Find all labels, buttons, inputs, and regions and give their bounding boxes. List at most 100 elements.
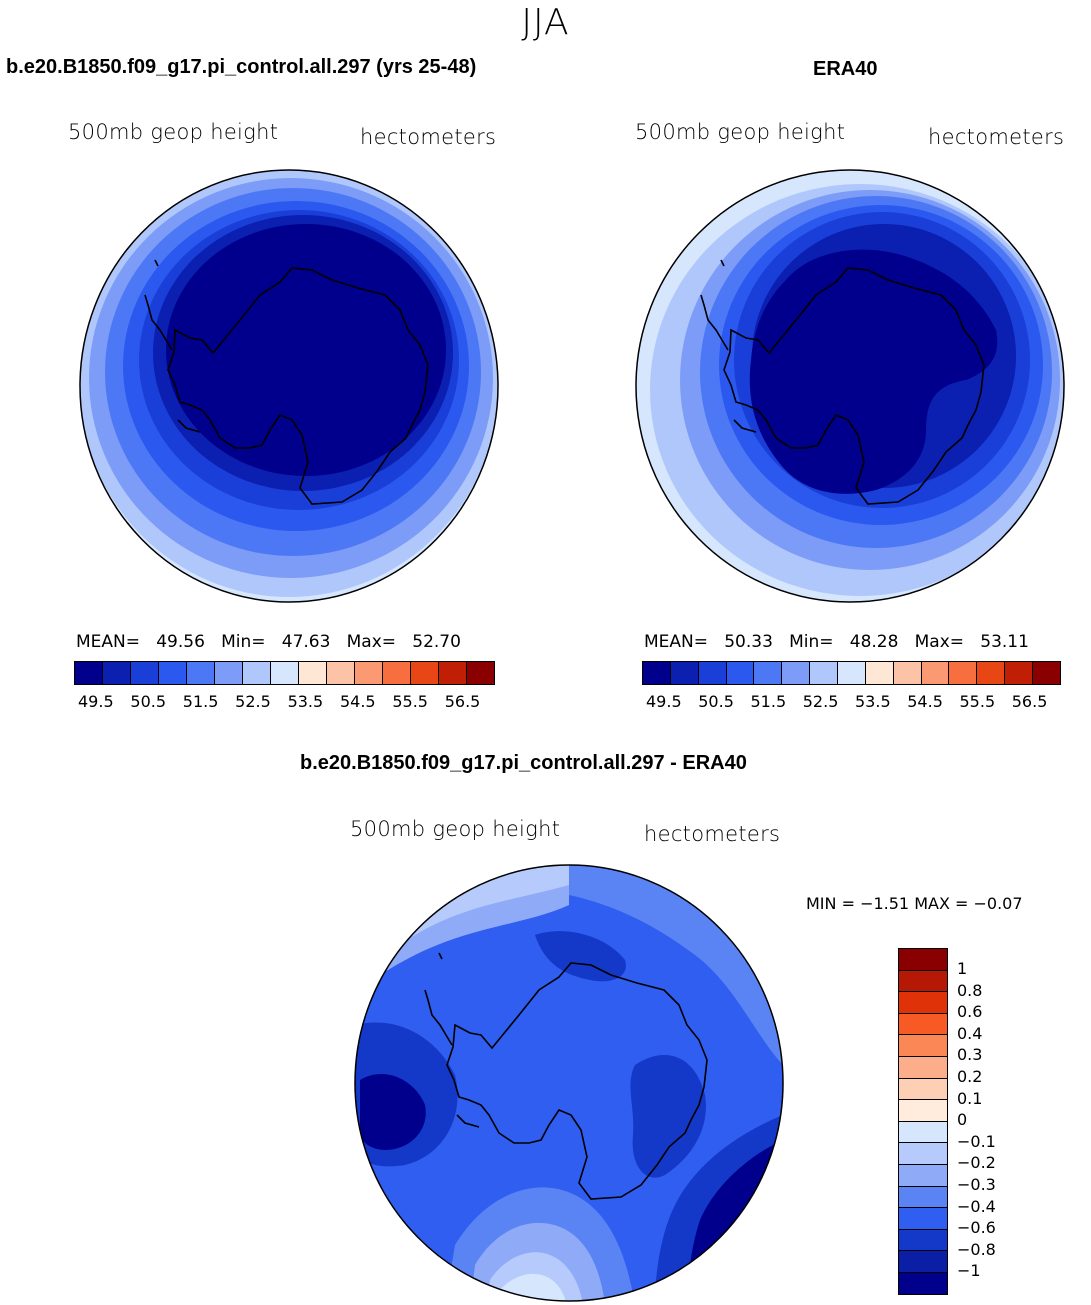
colorbar-swatch — [299, 662, 327, 684]
colorbar-level-label: 0.1 — [957, 1088, 983, 1108]
colorbar-level-label: −0.3 — [957, 1175, 996, 1194]
colorbar-tick-label: 51.5 — [750, 692, 787, 711]
antarctica-coastline — [167, 267, 429, 505]
colorbar-swatch — [899, 1208, 947, 1230]
colorbar-level-label: 0 — [957, 1110, 968, 1130]
colorbar-swatch — [1005, 662, 1034, 684]
panel-2-map — [635, 169, 1065, 603]
colorbar-swatch — [670, 662, 699, 684]
panel-1-map — [79, 169, 499, 603]
colorbar-swatch — [782, 662, 811, 684]
panel-1-stats: MEAN= 49.56 Min= 47.63 Max= 52.70 — [76, 632, 461, 652]
colorbar-swatch — [865, 662, 894, 684]
colorbar-swatch — [698, 662, 727, 684]
colorbar-tick-label: 49.5 — [646, 692, 682, 711]
panel-2-colorbar — [642, 661, 1061, 685]
colorbar-swatch — [467, 662, 494, 684]
colorbar-tick-label: 55.5 — [959, 692, 996, 711]
colorbar-swatch — [383, 662, 411, 684]
colorbar-swatch — [899, 1272, 947, 1294]
panel-1-title: b.e20.B1850.f09_g17.pi_control.all.297 (… — [6, 56, 477, 78]
colorbar-level-label: −0.6 — [957, 1218, 996, 1238]
colorbar-tick-label: 56.5 — [444, 692, 481, 711]
colorbar-swatch — [187, 662, 215, 684]
colorbar-swatch — [327, 662, 355, 684]
colorbar-tick-label: 50.5 — [130, 692, 167, 711]
colorbar-level-label: 0.4 — [957, 1023, 983, 1043]
colorbar-swatch — [1033, 662, 1060, 684]
panel-1-units: hectometers — [360, 125, 497, 149]
colorbar-swatch — [899, 1056, 947, 1079]
colorbar-swatch — [243, 662, 271, 684]
colorbar-level-label: 1 — [957, 959, 968, 978]
panel-2-colorbar-ticks: 49.5 50.5 51.5 52.5 53.5 54.5 55.5 56.5 — [646, 692, 1064, 711]
colorbar-tick-label: 49.5 — [78, 692, 114, 711]
diff-title: b.e20.B1850.f09_g17.pi_control.all.297 -… — [300, 752, 747, 774]
panel-2-stats: MEAN= 50.33 Min= 48.28 Max= 53.11 — [644, 632, 1029, 652]
colorbar-level-label: 0.2 — [957, 1067, 983, 1086]
colorbar-tick-label: 53.5 — [287, 692, 324, 711]
colorbar-swatch — [899, 1251, 947, 1273]
colorbar-tick-label: 50.5 — [698, 692, 734, 711]
colorbar-swatch — [159, 662, 187, 684]
colorbar-level-label: 0.6 — [957, 1002, 983, 1022]
colorbar-tick-label: 54.5 — [339, 692, 376, 711]
colorbar-level-label: −0.8 — [957, 1239, 996, 1259]
diff-units: hectometers — [644, 822, 781, 846]
colorbar-tick-label: 54.5 — [907, 692, 943, 711]
colorbar-tick-label: 52.5 — [235, 692, 271, 711]
colorbar-swatch — [271, 662, 299, 684]
colorbar-swatch — [643, 662, 671, 684]
colorbar-swatch — [899, 1035, 947, 1057]
colorbar-swatch — [893, 662, 922, 684]
colorbar-swatch — [131, 662, 159, 684]
figure-title: JJA — [521, 2, 570, 43]
colorbar-swatch — [899, 1078, 947, 1101]
panel-2-field: 500mb geop height — [635, 120, 846, 144]
panel-2-units: hectometers — [928, 125, 1065, 149]
colorbar-level-label: −0.2 — [957, 1153, 996, 1173]
colorbar-swatch — [899, 1100, 947, 1122]
colorbar-swatch — [103, 662, 131, 684]
colorbar-swatch — [411, 662, 439, 684]
colorbar-tick-label: 56.5 — [1011, 692, 1048, 711]
colorbar-swatch — [899, 1229, 947, 1252]
colorbar-tick-label: 55.5 — [392, 692, 428, 711]
colorbar-swatch — [215, 662, 243, 684]
colorbar-tick-label: 53.5 — [855, 692, 891, 711]
colorbar-swatch — [899, 949, 947, 971]
colorbar-swatch — [899, 992, 947, 1014]
panel-1-colorbar-ticks: 49.5 50.5 51.5 52.5 53.5 54.5 55.5 56.5 — [78, 692, 498, 711]
colorbar-swatch — [899, 1143, 947, 1165]
colorbar-swatch — [899, 970, 947, 993]
panel-2-title: ERA40 — [813, 58, 878, 80]
diff-colorbar — [898, 948, 948, 1295]
colorbar-tick-label: 52.5 — [802, 692, 839, 711]
colorbar-swatch — [921, 662, 950, 684]
colorbar-swatch — [899, 1121, 947, 1144]
colorbar-swatch — [75, 662, 103, 684]
panel-1-colorbar — [74, 661, 495, 685]
colorbar-level-label: 0.3 — [957, 1045, 983, 1065]
colorbar-swatch — [899, 1013, 947, 1036]
colorbar-swatch — [726, 662, 755, 684]
colorbar-swatch — [977, 662, 1006, 684]
antarctica-coastline — [446, 962, 708, 1200]
antarctica-coastline — [723, 267, 985, 505]
colorbar-swatch — [439, 662, 467, 684]
colorbar-swatch — [355, 662, 383, 684]
diff-field: 500mb geop height — [350, 817, 561, 841]
colorbar-swatch — [754, 662, 783, 684]
colorbar-level-label: −0.4 — [957, 1196, 996, 1216]
colorbar-swatch — [899, 1186, 947, 1209]
diff-minmax: MIN = −1.51 MAX = −0.07 — [806, 894, 1023, 913]
colorbar-swatch — [949, 662, 978, 684]
diff-map — [354, 864, 784, 1302]
colorbar-level-label: 0.8 — [957, 980, 983, 1000]
panel-1-field: 500mb geop height — [68, 120, 279, 144]
colorbar-swatch — [838, 662, 866, 684]
colorbar-level-label: −1 — [957, 1261, 981, 1281]
colorbar-level-label: −0.1 — [957, 1131, 996, 1151]
colorbar-swatch — [899, 1164, 947, 1187]
colorbar-swatch — [810, 662, 839, 684]
